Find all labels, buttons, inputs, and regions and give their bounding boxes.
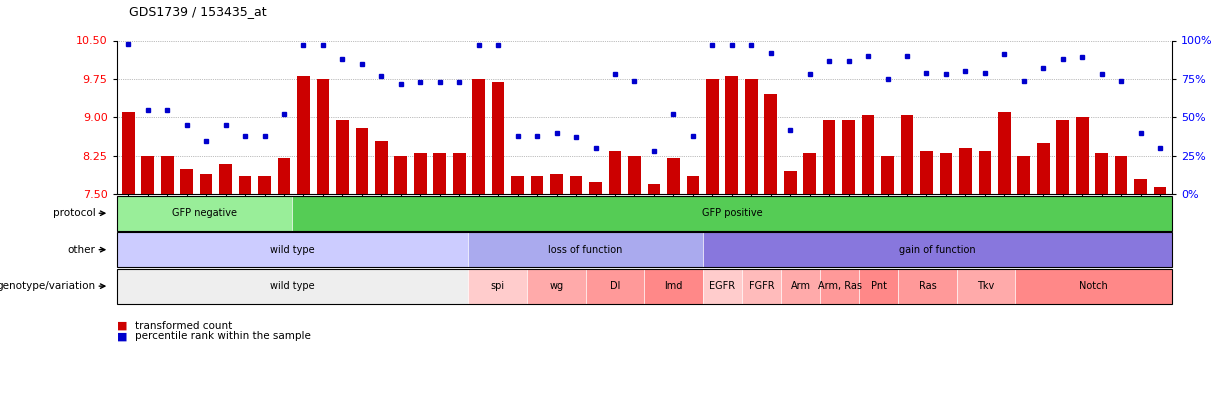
Bar — [492, 81, 504, 194]
Text: Arm, Ras: Arm, Ras — [817, 281, 861, 291]
Text: spi: spi — [491, 281, 504, 291]
Text: gain of function: gain of function — [899, 245, 975, 255]
Bar — [336, 120, 348, 194]
Bar — [220, 164, 232, 194]
Bar — [979, 151, 991, 194]
Bar — [512, 177, 524, 194]
Bar — [433, 153, 447, 194]
Bar — [687, 177, 699, 194]
Bar — [200, 174, 212, 194]
Text: Arm: Arm — [790, 281, 811, 291]
Bar — [297, 77, 309, 194]
Text: percentile rank within the sample: percentile rank within the sample — [135, 331, 310, 341]
Bar — [940, 153, 952, 194]
Bar — [1096, 153, 1108, 194]
Bar — [861, 115, 875, 194]
Bar — [550, 174, 563, 194]
Text: FGFR: FGFR — [748, 281, 774, 291]
Bar — [1017, 156, 1031, 194]
Text: Notch: Notch — [1080, 281, 1108, 291]
Bar — [823, 120, 836, 194]
Bar — [589, 181, 601, 194]
Bar — [531, 177, 544, 194]
Bar — [648, 184, 660, 194]
Bar — [180, 169, 193, 194]
Bar — [395, 156, 407, 194]
Bar — [453, 153, 465, 194]
Text: wild type: wild type — [270, 281, 315, 291]
Bar — [784, 171, 796, 194]
Bar — [609, 151, 621, 194]
Bar — [1076, 117, 1088, 194]
Text: GFP negative: GFP negative — [172, 208, 237, 218]
Text: Dl: Dl — [610, 281, 620, 291]
Bar — [375, 141, 388, 194]
Text: Tkv: Tkv — [978, 281, 995, 291]
Bar — [881, 156, 893, 194]
Bar — [764, 94, 777, 194]
Bar — [1056, 120, 1069, 194]
Text: other: other — [67, 245, 96, 255]
Text: wild type: wild type — [270, 245, 315, 255]
Bar — [998, 112, 1011, 194]
Bar — [1134, 179, 1147, 194]
Bar — [141, 156, 155, 194]
Bar — [960, 148, 972, 194]
Bar — [725, 77, 739, 194]
Text: Pnt: Pnt — [871, 281, 887, 291]
Text: transformed count: transformed count — [135, 321, 232, 331]
Text: loss of function: loss of function — [548, 245, 623, 255]
Bar — [667, 158, 680, 194]
Text: protocol: protocol — [53, 208, 96, 218]
Text: wg: wg — [550, 281, 563, 291]
Bar — [1037, 143, 1049, 194]
Text: ■: ■ — [117, 321, 128, 331]
Text: lmd: lmd — [664, 281, 682, 291]
Bar — [472, 79, 485, 194]
Bar — [745, 79, 757, 194]
Bar — [706, 79, 719, 194]
Bar — [1153, 187, 1167, 194]
Text: EGFR: EGFR — [709, 281, 735, 291]
Bar — [239, 177, 252, 194]
Text: GDS1739 / 153435_at: GDS1739 / 153435_at — [129, 5, 266, 18]
Bar — [258, 177, 271, 194]
Bar — [920, 151, 933, 194]
Bar — [569, 177, 583, 194]
Text: genotype/variation: genotype/variation — [0, 281, 96, 291]
Bar — [901, 115, 913, 194]
Text: GFP positive: GFP positive — [702, 208, 762, 218]
Text: ■: ■ — [117, 331, 128, 341]
Bar — [628, 156, 640, 194]
Bar — [121, 112, 135, 194]
Bar — [161, 156, 173, 194]
Bar — [804, 153, 816, 194]
Bar — [317, 79, 329, 194]
Bar — [413, 153, 427, 194]
Bar — [1115, 156, 1128, 194]
Bar — [277, 158, 291, 194]
Bar — [842, 120, 855, 194]
Text: Ras: Ras — [919, 281, 936, 291]
Bar — [356, 128, 368, 194]
